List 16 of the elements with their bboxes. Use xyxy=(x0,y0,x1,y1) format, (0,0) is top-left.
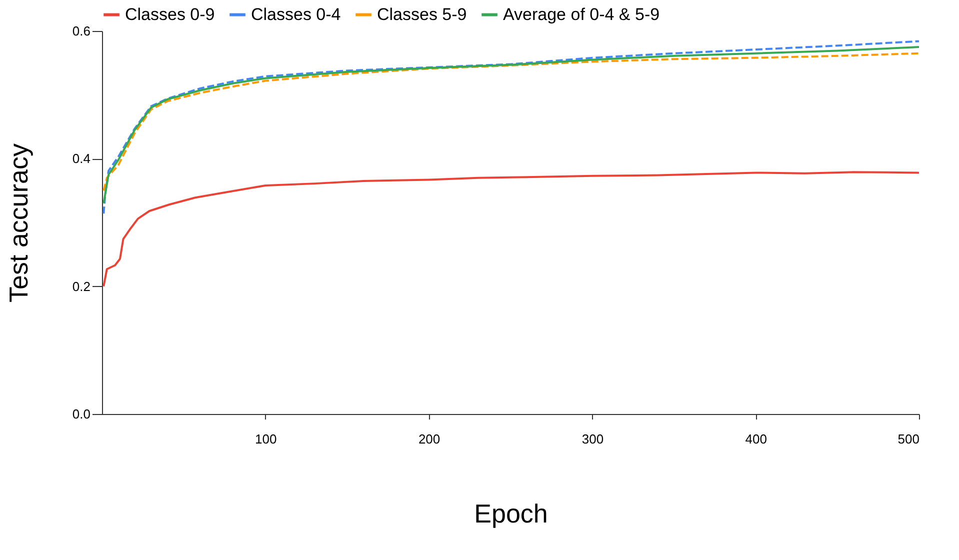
y-tick-label: 0.0 xyxy=(72,406,90,422)
x-tick-label: 200 xyxy=(418,432,440,446)
x-tick-label: 100 xyxy=(255,432,277,446)
x-tick-label: 400 xyxy=(745,432,767,446)
legend-label: Classes 0-9 xyxy=(125,4,215,24)
line-series xyxy=(102,171,920,288)
legend-label: Average of 0-4 & 5-9 xyxy=(503,4,660,24)
y-tick-label: 0.4 xyxy=(72,151,90,166)
legend-label: Classes 5-9 xyxy=(377,4,467,24)
y-axis-title: Test accuracy xyxy=(3,144,34,302)
x-tick-label: 300 xyxy=(582,432,604,446)
x-tick-label: 500 xyxy=(898,432,920,446)
y-tick-label: 0.6 xyxy=(72,24,90,38)
x-axis-title: Epoch xyxy=(474,498,548,528)
y-tick-label: 0.2 xyxy=(72,278,90,294)
legend-label: Classes 0-4 xyxy=(251,4,341,24)
